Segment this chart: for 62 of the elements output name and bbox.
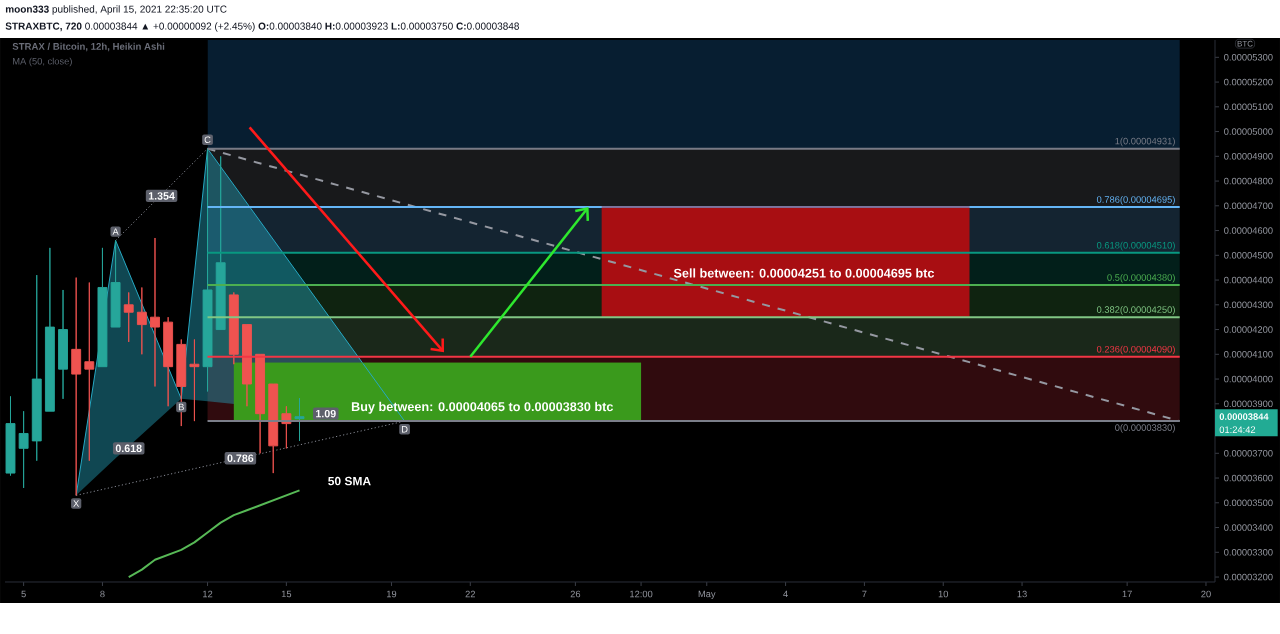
text: 0.00003844 xyxy=(1219,413,1269,420)
y-tick-label: 0.00004600 xyxy=(1224,227,1273,234)
y-tick-label: 0.00003500 xyxy=(1224,499,1273,507)
annotation: C xyxy=(204,136,211,144)
series-label: 0(0.00003830) xyxy=(1115,424,1175,433)
y-tick-label: 0.00004700 xyxy=(1224,202,1273,210)
x-tick-label: 13 xyxy=(1017,590,1027,598)
y-tick-label: 0.00003600 xyxy=(1224,474,1273,482)
x-tick-label: 26 xyxy=(570,590,581,598)
annotation: A xyxy=(112,228,119,235)
y-tick-label: 0.00004900 xyxy=(1224,153,1273,160)
x-tick-label: May xyxy=(698,590,716,600)
text: STRAXBTC, 720 0.00003844 ▲ +0.00000092 (+2.45%) O:0.00003840 H:0.00003923 L:0.00003750 C:0.00003848 xyxy=(5,22,519,32)
x-tick-label: 20 xyxy=(1201,590,1211,598)
annotation: X xyxy=(73,500,80,507)
annotation: Sell between: 0.00004251 to 0.00004695 btc xyxy=(673,268,935,278)
annotation: B xyxy=(178,403,184,411)
y-tick-label: 0.00004300 xyxy=(1224,301,1273,309)
y-tick-label: 0.00004800 xyxy=(1224,177,1273,185)
y-tick-label: 0.00003700 xyxy=(1224,450,1273,457)
x-tick-label: 22 xyxy=(465,590,476,598)
text: 50 SMA xyxy=(328,476,371,486)
x-tick-label: 19 xyxy=(386,590,397,598)
y-tick-label: 0.00005000 xyxy=(1224,128,1273,135)
x-tick-label: 7 xyxy=(862,590,867,598)
y-tick-label: 0.00004500 xyxy=(1224,252,1273,259)
y-tick-label: 0.00005100 xyxy=(1224,103,1273,111)
y-tick-label: 0.00004400 xyxy=(1224,276,1273,284)
text: moon333 published, April 15, 2021 22:35:20 UTC xyxy=(5,5,227,15)
y-tick-label: 0.00004000 xyxy=(1224,375,1273,383)
annotation: D xyxy=(402,426,408,433)
x-tick-label: 15 xyxy=(281,590,292,598)
y-tick-label: 0.00005300 xyxy=(1224,54,1273,61)
x-tick-label: 4 xyxy=(783,590,788,598)
y-tick-label: 0.00005200 xyxy=(1224,78,1273,86)
x-tick-label: 12 xyxy=(203,590,213,598)
text: MA (50, close) xyxy=(13,57,72,67)
y-tick-label: 0.00003400 xyxy=(1224,524,1273,531)
series-label: 0.382(0.00004250) xyxy=(1096,306,1175,315)
x-tick-label: 8 xyxy=(100,590,105,598)
y-tick-label: 0.00003900 xyxy=(1224,400,1273,408)
x-tick-label: 12:00 xyxy=(630,590,653,598)
y-tick-label: 0.00004200 xyxy=(1224,326,1273,333)
annotation: 0.786 xyxy=(227,454,254,463)
chart-title: STRAX / Bitcoin, 12h, Heikin Ashi xyxy=(12,42,165,52)
annotation: Buy between: 0.00004065 to 0.00003830 btc xyxy=(351,401,614,414)
y-axis-title: BTC xyxy=(1237,40,1253,47)
x-tick-label: 5 xyxy=(21,590,26,598)
series-label: 0.786(0.00004695) xyxy=(1096,195,1175,205)
annotation: 1.354 xyxy=(148,192,175,200)
y-tick-label: 0.00003300 xyxy=(1224,549,1273,556)
annotation: 1.09 xyxy=(316,409,336,418)
series-label: 0.5(0.00004380) xyxy=(1107,273,1175,283)
x-tick-label: 10 xyxy=(938,590,949,598)
text: 01:24:42 xyxy=(1219,426,1256,433)
annotation: 0.618 xyxy=(115,444,142,453)
series-label: 1(0.00004931) xyxy=(1115,137,1175,147)
x-tick-label: 17 xyxy=(1122,590,1132,598)
series-label: 0.618(0.00004510) xyxy=(1096,241,1175,251)
series-label: 0.236(0.00004090) xyxy=(1096,345,1175,355)
y-tick-label: 0.00004100 xyxy=(1224,351,1273,358)
y-tick-label: 0.00003200 xyxy=(1224,573,1273,581)
